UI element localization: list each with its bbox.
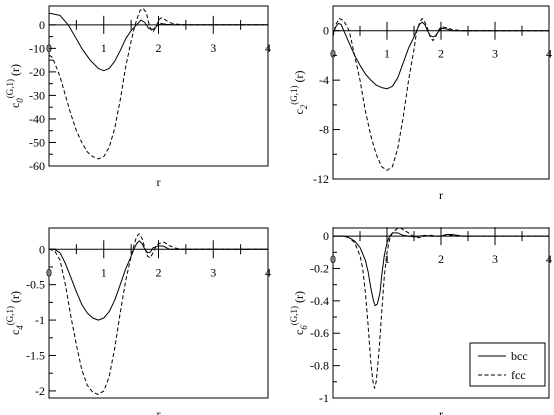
y-tick-label: 0 <box>39 18 45 32</box>
y-axis-label: c4(G,1) (r) <box>5 291 25 335</box>
x-tick-label: 1 <box>384 47 390 61</box>
x-axis-label: r <box>157 407 161 415</box>
x-tick-label: 3 <box>210 41 216 55</box>
x-tick-label: 4 <box>546 47 552 61</box>
x-tick-label: 3 <box>492 252 498 266</box>
series-bcc <box>48 12 268 72</box>
x-axis-label: r <box>157 175 161 189</box>
y-tick-label: -50 <box>29 135 45 149</box>
plot-frame <box>332 5 550 180</box>
y-tick-label: -10 <box>29 41 45 55</box>
x-tick-label: 2 <box>156 265 162 279</box>
series-bcc <box>49 240 268 321</box>
y-axis-label: c0(G,1) (r) <box>5 64 25 108</box>
series-fcc <box>48 233 268 395</box>
x-axis-label: r <box>439 188 443 202</box>
x-tick-label: 4 <box>265 41 271 55</box>
series-fcc <box>333 227 549 389</box>
series-fcc <box>332 17 549 171</box>
y-tick-label: -12 <box>313 172 329 186</box>
y-tick-label: -4 <box>319 73 329 87</box>
y-tick-label: 0 <box>323 229 329 243</box>
x-tick-label: 0 <box>330 252 336 266</box>
x-tick-label: 2 <box>156 41 162 55</box>
x-tick-label: 4 <box>265 265 271 279</box>
series-bcc <box>333 232 549 307</box>
y-tick-label: -1 <box>319 391 329 405</box>
y-tick-label: -20 <box>29 65 45 79</box>
y-tick-label: -0.4 <box>310 294 329 308</box>
legend-label-bcc: bcc <box>511 349 528 363</box>
y-tick-label: -1.5 <box>26 349 45 363</box>
x-tick-label: 1 <box>101 41 107 55</box>
x-tick-label: 0 <box>330 47 336 61</box>
legend-label-fcc: fcc <box>511 368 526 382</box>
x-tick-label: 1 <box>384 252 390 266</box>
y-tick-label: -30 <box>29 88 45 102</box>
plot-frame <box>48 227 269 399</box>
y-tick-label: 0 <box>323 24 329 38</box>
x-tick-label: 1 <box>101 265 107 279</box>
plot-frame <box>48 5 269 167</box>
x-tick-label: 2 <box>438 252 444 266</box>
y-axis-label: c6(G,1) (r) <box>289 291 309 335</box>
legend-box <box>469 342 546 387</box>
x-axis-label: r <box>439 407 443 415</box>
x-tick-label: 0 <box>46 41 52 55</box>
y-tick-label: 0 <box>39 242 45 256</box>
series-fcc <box>48 7 268 160</box>
y-tick-label: -1 <box>35 313 45 327</box>
y-tick-label: -0.8 <box>310 359 329 373</box>
x-tick-label: 3 <box>492 47 498 61</box>
y-axis-label: c2(G,1) (r) <box>289 70 309 114</box>
y-tick-label: -0.2 <box>310 261 329 275</box>
x-tick-label: 4 <box>546 252 552 266</box>
legend: bcc fcc <box>469 342 546 387</box>
y-tick-label: -0.6 <box>310 326 329 340</box>
y-tick-label: -60 <box>29 159 45 173</box>
x-tick-label: 0 <box>46 265 52 279</box>
y-tick-label: -0.5 <box>26 278 45 292</box>
y-tick-label: -40 <box>29 112 45 126</box>
x-tick-label: 3 <box>210 265 216 279</box>
y-tick-label: -8 <box>319 123 329 137</box>
y-tick-label: -2 <box>35 384 45 398</box>
x-tick-label: 2 <box>438 47 444 61</box>
